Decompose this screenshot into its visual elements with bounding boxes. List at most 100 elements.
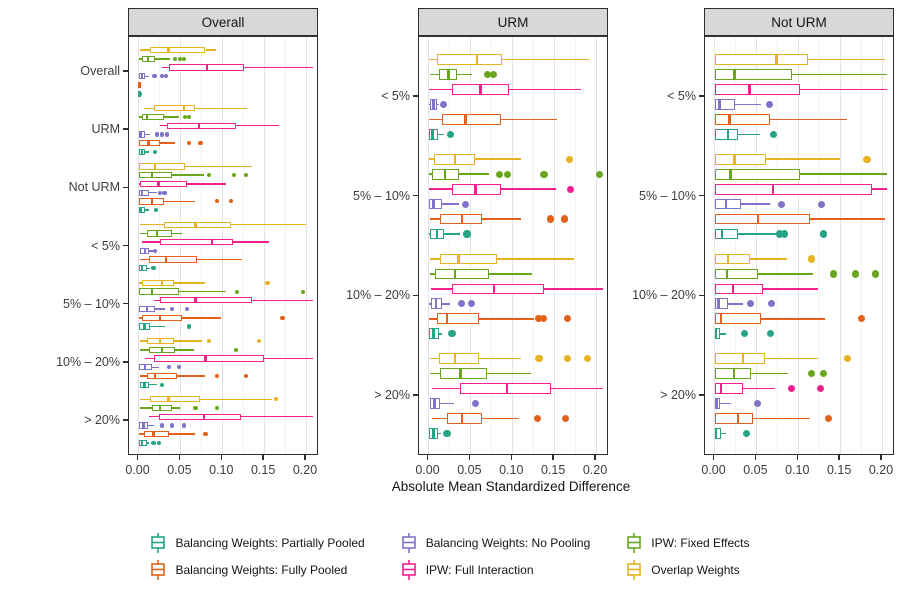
gridline [242, 37, 244, 454]
median-line [434, 298, 438, 310]
outlier-dot [533, 414, 541, 423]
category-label: > 20% [84, 413, 120, 428]
outlier-dot [540, 170, 548, 178]
boxplot-box [714, 128, 738, 140]
gridline [860, 37, 862, 454]
category-tick [123, 419, 128, 421]
median-line [714, 428, 718, 439]
whisker [478, 318, 535, 320]
x-axis-tick [262, 455, 264, 460]
whisker [753, 417, 810, 420]
boxplot-box [714, 113, 770, 125]
whisker [508, 88, 581, 91]
gridline [881, 37, 883, 454]
outlier-dot [463, 230, 471, 238]
whisker [799, 88, 888, 91]
boxplot-box [139, 163, 186, 170]
x-axis-tick-label: 0.10 [209, 463, 234, 477]
outlier-dot [871, 270, 879, 278]
median-line [432, 428, 435, 439]
outlier-dot [280, 315, 285, 320]
boxplot-box [146, 230, 172, 237]
boxplot-box [714, 69, 792, 80]
whisker [431, 387, 461, 390]
median-line [160, 279, 164, 286]
outlier-dot [753, 400, 761, 408]
whisker [145, 151, 149, 153]
whisker [139, 116, 142, 118]
median-line [454, 353, 457, 365]
boxplot-box [150, 396, 201, 403]
gridline [469, 37, 472, 454]
outlier-dot [769, 130, 777, 138]
outlier-dot [243, 173, 248, 178]
median-line [720, 313, 723, 325]
boxplot-box [714, 183, 872, 195]
whisker [155, 58, 171, 60]
category-tick [699, 194, 704, 197]
whisker [438, 333, 442, 335]
whisker [488, 273, 533, 275]
whisker [441, 203, 459, 205]
boxplot-box [714, 383, 743, 395]
whisker [163, 200, 196, 203]
gridline [818, 37, 820, 454]
outlier-dot [490, 70, 498, 78]
boxplot-key-icon [401, 533, 416, 553]
outlier-dot [534, 315, 542, 323]
median-line [152, 431, 155, 438]
outlier-dot [746, 300, 755, 308]
whisker [148, 415, 159, 418]
x-axis-tick-label: 0.05 [167, 463, 192, 477]
outlier-dot [567, 185, 575, 193]
boxplot-box [446, 413, 483, 424]
whisker [430, 372, 441, 375]
category-tick [413, 394, 418, 396]
boxplot-box [715, 353, 765, 365]
gridline [179, 37, 182, 454]
whisker [172, 407, 181, 409]
boxplot-box [715, 253, 750, 265]
whisker [428, 188, 452, 190]
gridline [595, 37, 597, 454]
legend-item: Balancing Weights: Partially Pooled [150, 531, 365, 555]
whisker [482, 218, 521, 220]
whisker [140, 258, 150, 261]
whisker [808, 58, 886, 61]
outlier-dot [159, 382, 165, 387]
whisker [145, 209, 149, 211]
category-tick [413, 194, 418, 197]
outlier-dot [151, 440, 156, 445]
median-line [715, 398, 719, 409]
median-line [729, 168, 732, 180]
boxplot-key-icon [627, 560, 642, 580]
boxplot-key-icon [151, 533, 166, 553]
whisker [720, 402, 732, 405]
category-tick [699, 294, 704, 297]
median-line [728, 113, 731, 125]
median-line [748, 83, 751, 95]
category-tick [123, 70, 128, 72]
legend-item-label: Overlap Weights [651, 563, 740, 577]
x-axis-tick [880, 455, 882, 460]
outlier-dot [819, 370, 827, 378]
whisker [138, 174, 140, 176]
median-line [160, 346, 164, 353]
outlier-dot [584, 355, 592, 363]
median-line [143, 323, 146, 330]
whisker [763, 288, 819, 290]
outlier-dot [178, 56, 183, 61]
gridline [490, 37, 492, 454]
whisker [235, 124, 280, 127]
whisker [714, 158, 716, 160]
outlier-dot [181, 423, 186, 428]
category-label: < 5% [91, 238, 120, 253]
whisker [155, 308, 166, 310]
category-label: 5% – 10% [639, 188, 696, 203]
median-line [194, 297, 197, 304]
category-tick [123, 302, 128, 305]
category-tick [123, 244, 128, 247]
boxplot-box [151, 404, 172, 412]
outlier-dot [439, 100, 448, 108]
gridline [200, 37, 202, 454]
